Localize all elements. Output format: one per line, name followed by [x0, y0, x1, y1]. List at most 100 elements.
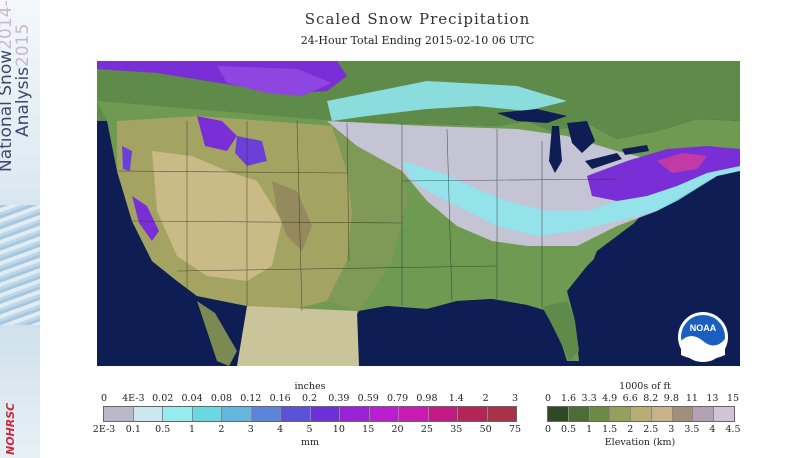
gulf-of-mexico [359, 299, 567, 366]
legend_elev-tick-label: 3.3 [581, 393, 597, 404]
legend_elev-swatch [631, 407, 652, 421]
legend_precip-swatch [104, 407, 134, 421]
legend_precip-swatch [487, 407, 516, 421]
snow-max-northeast [657, 153, 707, 173]
map-svg [97, 61, 740, 366]
legend_precip-tick-label: 0.2 [301, 393, 318, 404]
elev-color-bar [547, 406, 735, 422]
legend_elev-tick-label: 1.6 [560, 393, 577, 404]
legend_precip-tick-label: 75 [508, 424, 522, 435]
legend_elev-tick-label: 6.6 [622, 393, 638, 404]
legend_precip-tick-label: 2 [482, 393, 489, 404]
legend_precip-tick-label: 4E-3 [122, 393, 145, 404]
legend_elev-tick-label: 2.5 [643, 424, 659, 435]
legend_elev-swatch [651, 407, 673, 421]
legend_elev-tick-label: 11 [685, 393, 698, 404]
legend_precip-tick-label: 1.4 [448, 393, 464, 404]
legend_elev-tick-label: 4.9 [602, 393, 618, 404]
lake-ontario [622, 145, 649, 155]
sidebar-banner: National Snow2014- Analysis2015 NOHRSC [0, 0, 40, 458]
legend_precip-swatch [192, 407, 222, 421]
legend_precip-tick-label: 4 [277, 424, 284, 435]
state-boundaries [116, 120, 618, 312]
snow-west-2 [235, 136, 267, 166]
legend_elev-swatch [714, 407, 735, 421]
nohrsc-logo: NOHRSC [4, 402, 17, 455]
legend_precip-tick-label: 0.39 [328, 393, 350, 404]
legend_precip-swatch [428, 407, 458, 421]
legend_precip-tick-label: 35 [450, 424, 463, 435]
legend_precip-tick-label: 5 [306, 424, 313, 435]
rockies-ridges [272, 181, 312, 251]
snow-cyan [327, 81, 567, 121]
lake-erie [585, 153, 622, 169]
lake-huron [567, 121, 595, 153]
legend_precip-swatch [340, 407, 370, 421]
snow-cyan-east [402, 159, 740, 236]
legend_elev-tick-label: 3.5 [684, 424, 700, 435]
elev-legend-unit-top: 1000s of ft [619, 381, 671, 392]
legend_precip-tick-label: 15 [362, 424, 375, 435]
legend_precip-swatch [133, 407, 163, 421]
legend_elev-tick-label: 2 [627, 424, 634, 435]
legend_elev-tick-label: 8.2 [643, 393, 659, 404]
legend_elev-tick-label: 1 [586, 424, 593, 435]
legend_precip-tick-label: 20 [391, 424, 404, 435]
snow-cascades [122, 146, 132, 171]
legend_precip-tick-label: 10 [332, 424, 345, 435]
precip-legend-unit-top: inches [294, 381, 326, 392]
legend_elev-swatch [672, 407, 694, 421]
snow-west-1 [197, 116, 237, 151]
mexico-land [237, 306, 359, 366]
snow-precipitation-map: NOAA [97, 61, 740, 366]
noaa-logo: NOAA [678, 312, 728, 362]
legend_precip-swatch [369, 407, 399, 421]
map-subtitle: 24-Hour Total Ending 2015-02-10 06 UTC [300, 34, 535, 47]
legend_elev-tick-label: 1.5 [602, 424, 618, 435]
legend_precip-tick-label: 25 [420, 424, 433, 435]
legend_precip-tick-label: 0.79 [386, 393, 409, 404]
legend_elev-swatch [693, 407, 715, 421]
legend_precip-tick-label: 0.59 [357, 393, 379, 404]
legend_precip-swatch [399, 407, 429, 421]
lake-michigan [549, 126, 562, 173]
florida [542, 301, 579, 361]
legend_elev-swatch [548, 407, 569, 421]
legend_precip-tick-label: 2 [218, 424, 225, 435]
baja [197, 301, 237, 366]
legend_precip-swatch [310, 407, 340, 421]
legend_precip-tick-label: 0.1 [125, 424, 141, 435]
legend_elev-tick-label: 15 [726, 393, 740, 404]
high-terrain [152, 151, 282, 281]
legend_elev-tick-label: 0 [544, 424, 552, 435]
legend_precip-tick-label: 0.02 [152, 393, 174, 404]
legend_precip-swatch [281, 407, 311, 421]
precip-legend-unit-bottom: mm [300, 437, 320, 448]
legend_elev-tick-label: 4 [709, 424, 716, 435]
legend_precip-swatch [222, 407, 252, 421]
legend_elev-tick-label: 3 [668, 424, 675, 435]
legend_elev-swatch [589, 407, 611, 421]
map-title: Scaled Snow Precipitation [304, 10, 531, 28]
legend_elev-tick-label: 0 [544, 393, 552, 404]
legend_precip-tick-label: 0.04 [181, 393, 203, 404]
plains-terrain [327, 123, 407, 311]
legend_elev-tick-label: 13 [706, 393, 719, 404]
legend_elev-swatch [568, 407, 590, 421]
legend_precip-tick-label: 0.5 [155, 424, 171, 435]
legend_elev-swatch [610, 407, 632, 421]
precip-color-bar [103, 406, 517, 422]
ice-texture [0, 205, 40, 325]
legend_precip-tick-label: 0.98 [416, 393, 438, 404]
lake-superior [497, 109, 567, 123]
legend_precip-swatch [251, 407, 281, 421]
legend_precip-tick-label: 3 [247, 424, 254, 435]
legend_elev-tick-label: 4.5 [725, 424, 741, 435]
legend_precip-swatch [163, 407, 193, 421]
legend_precip-tick-label: 0.16 [269, 393, 291, 404]
legend_precip-swatch [458, 407, 488, 421]
legend_elev-tick-label: 9.8 [663, 393, 679, 404]
legend_precip-tick-label: 50 [479, 424, 492, 435]
snow-heavy-north-2 [217, 66, 332, 96]
legend_elev-tick-label: 0.5 [560, 424, 577, 435]
